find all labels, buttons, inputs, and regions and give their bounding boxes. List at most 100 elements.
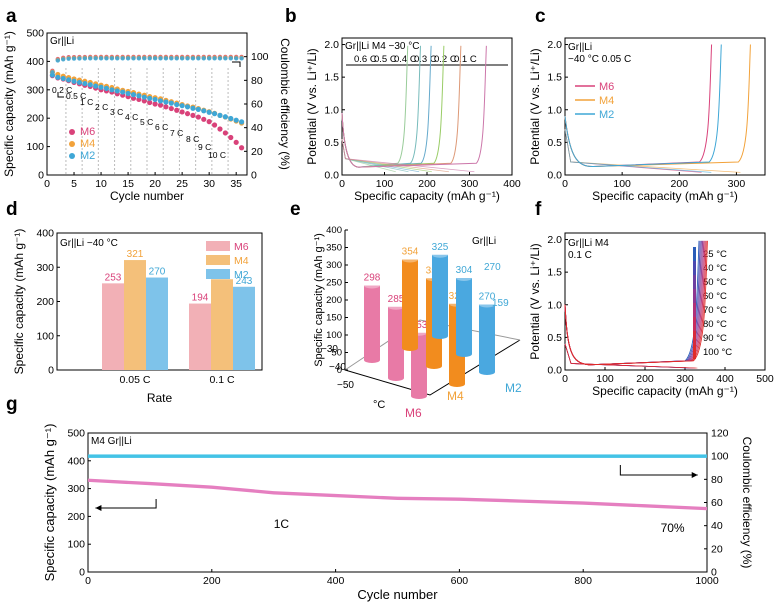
capacity-band: [88, 478, 707, 511]
y-axis-label: Potential (V vs. Li⁺/Li): [528, 48, 542, 164]
y2-tick-label: 100: [251, 51, 269, 63]
point-M2: [179, 103, 185, 109]
y-tick-label: 1.5: [547, 267, 562, 279]
y-tick-label: 500: [26, 28, 44, 40]
arrowhead-right-icon: [691, 472, 698, 478]
y-tick-label: 300: [326, 260, 342, 271]
point-M6: [211, 122, 218, 128]
x-tick-label: 20: [149, 178, 161, 190]
x-tick-label: 600: [451, 575, 469, 587]
arrowhead-left-icon: [95, 505, 102, 511]
panel-letter-a: a: [6, 6, 17, 27]
rate-label: 8 C: [186, 134, 199, 144]
y2-tick-label: 60: [711, 497, 723, 509]
ce-point: [206, 56, 212, 61]
point-M6: [174, 107, 180, 113]
legend-label: 40 °C: [703, 263, 727, 274]
y-tick-label: 100: [67, 539, 85, 551]
curve-discharge: [564, 343, 692, 369]
bar-M2: [146, 277, 168, 370]
y-axis-label: Potential (V vs. Li⁺/Li): [528, 243, 542, 359]
z-axis-label: °C: [373, 399, 385, 411]
point-M6: [136, 96, 142, 103]
point-M2: [98, 84, 104, 90]
bar-value-label: 253: [105, 272, 122, 283]
point-M2: [233, 117, 239, 123]
cylinder-base: [364, 357, 380, 363]
ce-point: [223, 56, 228, 61]
cylinder-value-label: 270: [479, 292, 496, 303]
panel-letter-e: e: [290, 199, 301, 220]
ce-point: [77, 56, 82, 61]
point-M2: [114, 88, 120, 94]
legend-swatch-M4: [206, 255, 230, 265]
point-M6: [147, 99, 153, 106]
ce-point: [217, 56, 223, 61]
point-M2: [222, 114, 228, 120]
cylinder-M2: [432, 254, 448, 336]
y2-axis-label: Coulombic efficiency (%): [740, 437, 754, 569]
y2-tick-label: 0: [251, 170, 257, 182]
cylinder-base: [432, 333, 448, 339]
x-tick-label: 400: [716, 373, 734, 385]
y-tick-label: 50: [331, 348, 342, 359]
y-tick-label: 0: [337, 365, 342, 376]
ce-point: [212, 56, 217, 61]
group-label-M6: M6: [405, 406, 422, 420]
x-axis-label: Cycle number: [110, 189, 184, 203]
point-M2: [87, 82, 93, 88]
chart-title: Gr||Li M4 −30 °C: [345, 41, 420, 52]
point-M2: [71, 78, 77, 84]
y2-tick-label: 80: [251, 75, 263, 87]
point-M2: [55, 74, 61, 80]
y-tick-label: 1.5: [324, 72, 339, 84]
curve-M2: [564, 44, 722, 168]
plot-frame: [564, 37, 766, 176]
ce-point: [179, 56, 185, 61]
y-axis-label: Specific capacity (mAh g⁻¹): [2, 31, 16, 177]
point-M6: [222, 130, 228, 136]
ce-point: [158, 56, 163, 61]
cylinder-top: [456, 275, 472, 281]
ce-point: [239, 56, 244, 61]
x-tick-label: 100: [376, 178, 394, 190]
point-M2: [103, 85, 110, 91]
y-tick-label: 0.0: [547, 170, 562, 182]
x-tick-label: 35: [230, 178, 242, 190]
bar-value-label: 194: [192, 293, 209, 304]
point-M6: [163, 104, 169, 110]
category-label: 0.1 C: [209, 374, 235, 386]
group-label-M2: M2: [505, 381, 522, 395]
x-tick-label: 0: [85, 575, 91, 587]
y-tick-label: 100: [36, 330, 54, 342]
ce-point: [71, 56, 77, 61]
rate-label: 0.2 C: [434, 54, 457, 65]
y-tick-label: 150: [326, 313, 342, 324]
y-tick-label: 2.0: [324, 39, 339, 51]
y-tick-label: 200: [26, 113, 44, 125]
bar-M6: [102, 283, 124, 370]
y-tick-label: 0: [38, 170, 44, 182]
rate-label: 0.5 C: [66, 91, 86, 101]
chart-subtitle: 0.1 C: [568, 250, 592, 261]
point-M6: [141, 98, 147, 104]
legend-swatch-M6: [206, 241, 230, 251]
curve-discharge-M2: [564, 129, 712, 173]
y-tick-label: 1.0: [324, 104, 339, 116]
cylinder-value-label: 253: [411, 320, 428, 331]
y2-tick-label: 0: [711, 567, 717, 579]
x-tick-label: 200: [636, 373, 654, 385]
ce-point: [190, 56, 196, 61]
x-tick-label: 0: [44, 178, 50, 190]
ce-band: [88, 454, 707, 458]
ce-point: [109, 56, 115, 61]
x-tick-label: 200: [203, 575, 221, 587]
legend-label: 50 °C: [703, 277, 727, 288]
point-M2: [120, 89, 126, 95]
point-M6: [238, 145, 245, 151]
ce-point: [196, 56, 201, 61]
ce-point: [98, 56, 104, 61]
x-tick-label: 5: [71, 178, 77, 190]
